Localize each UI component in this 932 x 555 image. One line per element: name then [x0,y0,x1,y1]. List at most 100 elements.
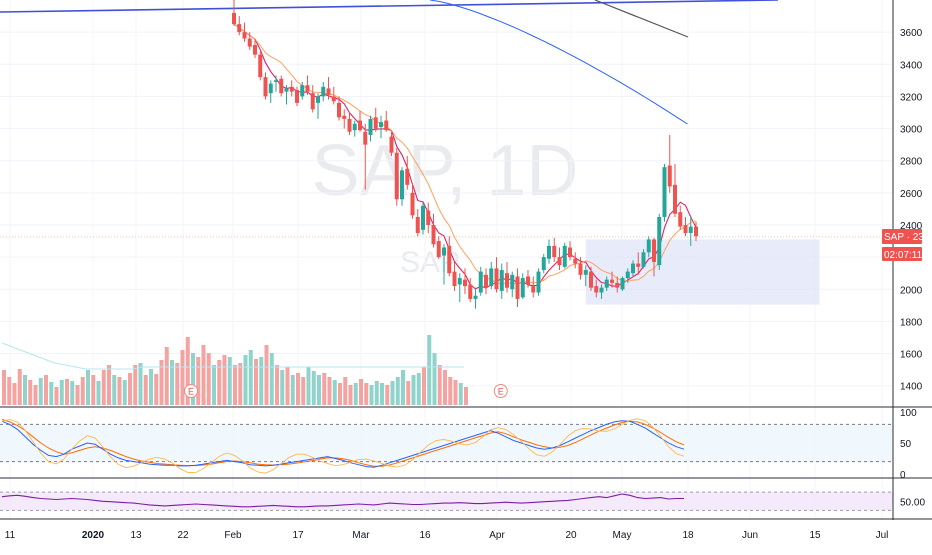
volume-bar [159,360,164,405]
volume-bar [38,378,43,405]
volume-bar [86,370,90,405]
candle-body [667,165,672,187]
volume-bar [269,353,274,405]
volume-bar [296,373,300,405]
volume-bar [275,365,279,405]
stoch-smooth-line [1,418,685,474]
candle-body [310,93,315,110]
candle-body [410,192,415,216]
candle-body [358,120,362,131]
candle-body [652,239,656,262]
candle-body [289,86,294,92]
volume-bar [154,374,159,405]
volume-bar [12,383,17,405]
candle-body [295,90,299,103]
candle-body [552,245,557,258]
candle-body [405,168,410,185]
volume-bar [133,365,138,405]
volume-bar [437,365,442,405]
volume-bar [301,377,306,405]
candle-body [599,287,604,293]
volume-bar [406,381,411,405]
volume-bar [122,380,127,405]
price-tick-label: 2400 [900,221,923,232]
price-tick-label: 3200 [900,92,923,103]
price-tick-label: 1600 [900,350,923,361]
candle-body [468,284,473,299]
rsi-tick-label: 50.00 [900,497,925,508]
volume-ma-line [1,342,464,370]
time-tick-label: Jun [742,530,758,541]
volume-bar [374,381,379,405]
candle-body [321,86,326,97]
candle-body [457,278,462,285]
time-tick-label: 16 [419,530,431,541]
candle-body [531,286,536,293]
candle-body [678,212,683,227]
volume-bar [128,373,132,405]
volume-bar [23,375,27,405]
ma-long-line [429,0,688,125]
candle-body [694,226,698,237]
earnings-marker[interactable] [493,384,508,398]
time-tick-label: Jul [876,530,889,541]
volume-bar [443,370,447,405]
candle-body [368,118,373,135]
volume-bar [369,385,374,405]
candle-body [510,274,515,290]
candle-body [363,131,368,145]
candle-body [263,77,268,97]
candle-body [415,216,420,234]
candle-body [573,258,578,264]
volume-bar [175,363,180,405]
volume-bar [212,365,216,405]
volume-bar [390,381,395,405]
candle-body [610,279,614,283]
volume-bar [112,375,117,405]
volume-bar [75,385,80,405]
volume-bar [422,367,426,405]
candle-body [232,12,236,25]
volume-bar [164,347,169,405]
volume-bar [359,379,363,405]
volume-bar [49,382,54,405]
time-tick-label: 2020 [82,530,105,541]
volume-bar [385,385,390,405]
candle-body [620,278,625,290]
candle-body [342,115,347,119]
stoch-tick-label: 0 [900,470,906,481]
candle-body [463,279,467,287]
time-tick-label: 20 [565,530,577,541]
candle-body [631,263,635,274]
countdown-tag-bg [882,247,922,261]
candle-body [373,117,378,129]
volume-bar [80,377,85,405]
price-tick-label: 2000 [900,285,923,296]
volume-bar [191,353,195,405]
candle-body [505,273,509,288]
time-tick-label: May [613,530,632,541]
volume-bar [259,357,264,405]
volume-bar [107,365,111,405]
volume-bar [432,353,437,405]
volume-bar [254,359,258,405]
stoch-k-line [1,420,685,468]
stoch-band [0,424,893,462]
candle-body [526,276,530,285]
volume-bar [343,377,348,405]
volume-bar [101,370,106,405]
volume-bar [44,375,48,405]
last-price-tag[interactable]: SAP · 2326 02:07:11 [882,229,932,261]
candle-body [237,24,242,33]
candle-body [436,241,441,258]
candle-body [389,136,394,153]
volume-bar [348,385,353,405]
candle-body [683,225,688,234]
earnings-marker[interactable] [184,384,198,398]
volume-bar [332,380,337,405]
candle-body [253,45,257,55]
volume-bar [65,379,69,405]
trendline-blue[interactable] [0,0,779,13]
